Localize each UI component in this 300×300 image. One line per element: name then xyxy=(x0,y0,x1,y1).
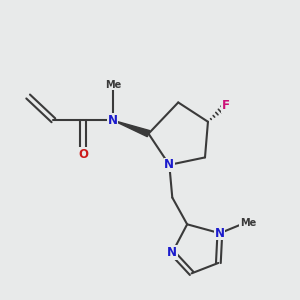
Text: N: N xyxy=(108,114,118,127)
Text: Me: Me xyxy=(240,218,256,228)
Text: O: O xyxy=(78,148,88,161)
Text: N: N xyxy=(167,246,177,259)
Text: N: N xyxy=(215,227,225,240)
Text: F: F xyxy=(222,99,230,112)
Text: N: N xyxy=(164,158,174,171)
Polygon shape xyxy=(113,120,150,137)
Text: Me: Me xyxy=(105,80,121,90)
